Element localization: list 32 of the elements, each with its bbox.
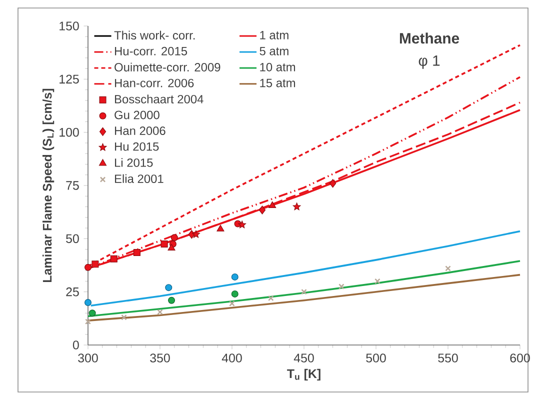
x-tick-label: 300 (78, 354, 98, 362)
x-tick-label: 550 (438, 354, 458, 362)
legend-label: Han 2006 (115, 126, 166, 135)
y-tick-label: 25 (66, 287, 79, 296)
x-tick-label: 400 (222, 354, 242, 362)
annotation: φ 1 (418, 55, 440, 69)
y-tick-label: 0 (72, 340, 79, 350)
y-tick-label: 150 (60, 22, 79, 30)
legend-label: Hu-corr. 2015 (115, 46, 188, 56)
y-axis-title: Laminar Flame Speed (S$_{L}$) [cm/s] (42, 88, 54, 282)
legend-label: Hu 2015 (115, 142, 159, 151)
legend-label: 10 atm (260, 62, 296, 72)
y-tick-label: 100 (60, 128, 79, 137)
x-tick-label: 600 (510, 354, 530, 362)
y-tick-label: 125 (60, 74, 79, 84)
annotation: Methane (400, 32, 460, 44)
legend-label: Bosschaart 2004 (115, 94, 204, 104)
legend-label: 15 atm (260, 78, 296, 88)
legend-label: Gu 2000 (114, 110, 160, 120)
legend-label: 5 atm (260, 46, 288, 56)
annotation: This work- corr. (114, 30, 195, 40)
legend-label: Elia 2001 (115, 174, 164, 184)
x-tick-label: 500 (366, 354, 386, 362)
legend-label: Li 2015 (115, 158, 153, 167)
x-axis-title: T$_{u}$ [K] (287, 368, 320, 381)
y-tick-label: 75 (66, 181, 79, 190)
legend-label: Ouimette-corr. 2009 (114, 62, 220, 72)
x-tick-label: 350 (150, 354, 170, 362)
y-tick-label: 50 (66, 234, 79, 244)
legend-label: 1 atm (260, 31, 288, 40)
x-tick-label: 450 (294, 354, 314, 362)
legend-label: Han-corr. 2006 (115, 78, 194, 88)
